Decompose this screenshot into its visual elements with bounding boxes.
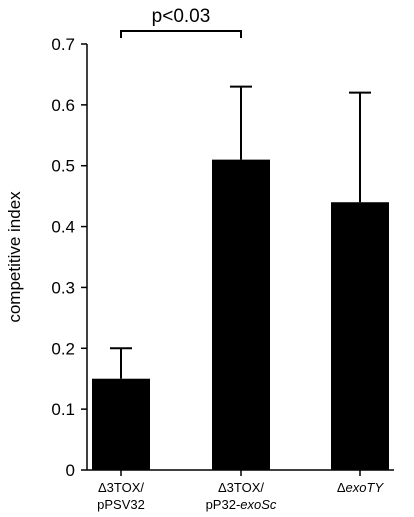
- error-bars: [110, 85, 371, 379]
- category-label-line1: Δ3TOX/: [98, 480, 144, 495]
- y-ticks: 0 0.1 0.2 0.3 0.4 0.5 0.6 0.7: [51, 35, 87, 480]
- y-tick-label: 0: [66, 461, 75, 480]
- significance-annotation: p<0.03: [120, 6, 242, 38]
- x-category-labels: Δ3TOX/pPSV32 Δ3TOX/pP32-exoSc ΔexoTY: [97, 480, 384, 512]
- bar: [212, 159, 270, 470]
- y-axis-label: competitive index: [5, 191, 24, 323]
- y-tick-label: 0.5: [51, 157, 75, 176]
- y-tick-label: 0.7: [51, 35, 75, 54]
- significance-text: p<0.03: [152, 6, 211, 27]
- significance-bracket: [120, 30, 242, 38]
- bars: [92, 159, 389, 470]
- y-tick-label: 0.4: [51, 218, 75, 237]
- y-tick-label: 0.3: [51, 278, 75, 297]
- category-label-line2: pPSV32: [97, 497, 145, 512]
- y-tick-label: 0.1: [51, 400, 75, 419]
- category-label-line1: ΔexoTY: [337, 480, 385, 495]
- bar: [92, 378, 150, 470]
- category-label-line1: Δ3TOX/: [218, 480, 264, 495]
- y-tick-label: 0.2: [51, 339, 75, 358]
- category-label-line2: pP32-exoSc: [206, 497, 277, 512]
- bar: [331, 202, 389, 470]
- y-tick-label: 0.6: [51, 96, 75, 115]
